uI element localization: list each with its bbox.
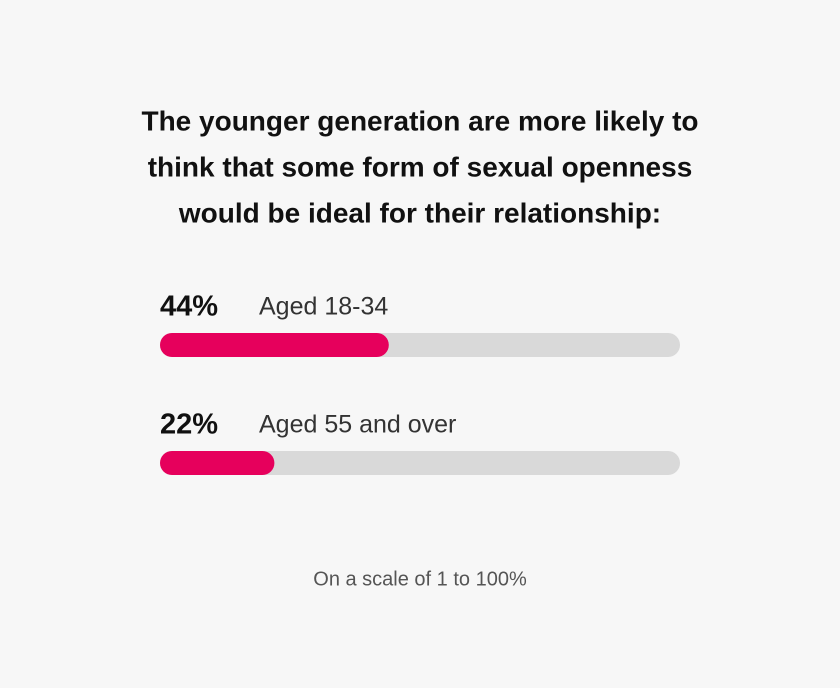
bar <box>160 451 275 475</box>
footnote: On a scale of 1 to 100% <box>313 568 527 590</box>
category-label: Aged 18-34 <box>259 293 388 321</box>
value-label: 44% <box>160 291 218 323</box>
value-label: 22% <box>160 409 218 441</box>
chart-title: The younger generation are more likely t… <box>141 105 698 136</box>
category-label: Aged 55 and over <box>259 411 456 439</box>
bar-track <box>160 451 680 475</box>
bar <box>160 333 389 357</box>
chart-title: think that some form of sexual openness <box>148 151 693 182</box>
chart-title: would be ideal for their relationship: <box>178 197 661 228</box>
